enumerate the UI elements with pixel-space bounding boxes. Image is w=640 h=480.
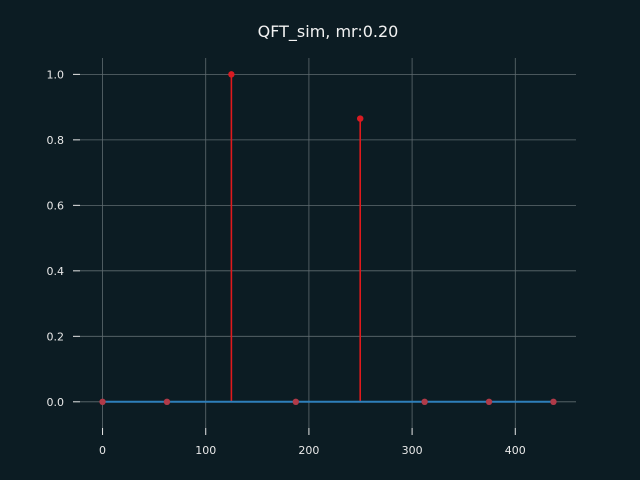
y-tick-label: 1.0 [47,68,65,81]
stem-marker [485,398,493,406]
stem-marker [421,398,428,406]
y-tick-label: 0.2 [47,330,65,343]
stem-marker [228,71,235,78]
x-tick-label: 0 [99,444,106,457]
x-tick-label: 100 [195,444,216,457]
stem-marker [163,398,171,406]
stem-marker [550,398,557,406]
x-tick-label: 400 [505,444,526,457]
y-tick-label: 0.0 [47,396,65,409]
y-tick-label: 0.6 [47,199,65,212]
stem-series [99,71,557,406]
stem-marker [99,398,106,406]
stem-marker [292,398,299,406]
axis-ticks: 0 100 200 300 400 0.0 0.2 0.4 0.6 0.8 1.0 [47,68,526,457]
x-tick-label: 200 [298,444,319,457]
y-tick-label: 0.8 [47,134,65,147]
chart-title: QFT_sim, mr:0.20 [258,22,399,42]
x-tick-label: 300 [402,444,423,457]
y-tick-label: 0.4 [47,265,65,278]
stem-marker [357,115,364,122]
